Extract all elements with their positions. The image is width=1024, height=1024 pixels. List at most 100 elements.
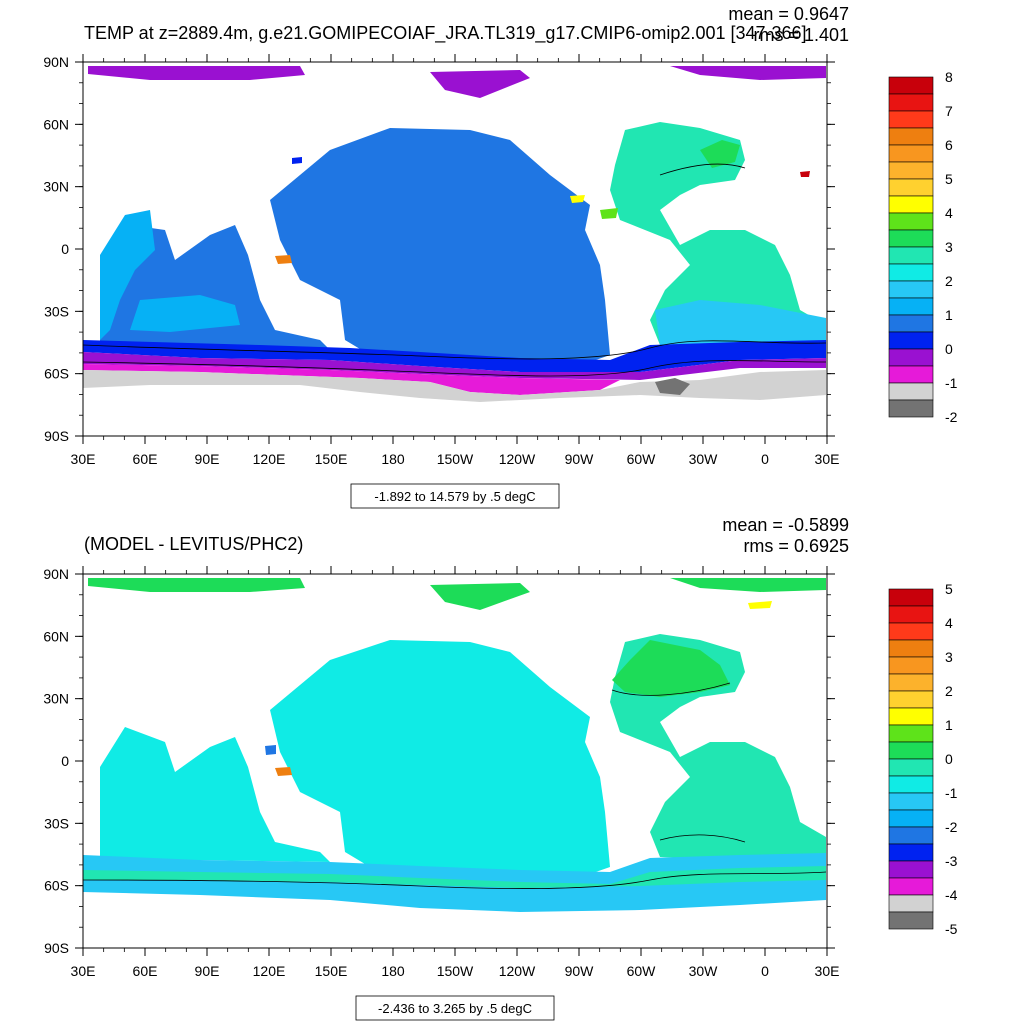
mediterranean bbox=[570, 195, 585, 203]
antarctic-shelf bbox=[83, 370, 826, 402]
lon-label: 150E bbox=[315, 451, 348, 467]
colorbar-swatch bbox=[888, 639, 934, 658]
lon-label: 150E bbox=[315, 963, 348, 979]
lon-label: 30E bbox=[71, 451, 96, 467]
colorbar-swatch bbox=[888, 399, 934, 418]
lon-label: 0 bbox=[761, 963, 769, 979]
lon-label: 60E bbox=[133, 451, 158, 467]
southern-ocean-purple bbox=[83, 352, 826, 380]
lat-label: 0 bbox=[61, 753, 69, 769]
colorbar-swatch bbox=[888, 622, 934, 641]
colorbar-label: -2 bbox=[945, 409, 958, 425]
panel-model-temperature: TEMP at z=2889.4m, g.e21.GOMIPECOIAF_JRA… bbox=[43, 4, 958, 509]
indonesia-spot bbox=[265, 745, 276, 755]
colorbar-swatch bbox=[888, 775, 934, 794]
colorbar-label: 1 bbox=[945, 717, 953, 733]
colorbar-swatch bbox=[888, 877, 934, 896]
lon-label: 90W bbox=[565, 963, 595, 979]
colorbar-label: 7 bbox=[945, 103, 953, 119]
colorbar-swatch bbox=[888, 911, 934, 930]
colorbar-swatch bbox=[888, 826, 934, 845]
panel-model-minus-obs: (MODEL - LEVITUS/PHC2) mean = -0.5899 rm… bbox=[43, 515, 958, 1021]
lat-label: 30S bbox=[44, 815, 69, 831]
colorbar-swatch bbox=[888, 246, 934, 265]
lon-label: 180 bbox=[381, 451, 405, 467]
red-sea-spot bbox=[800, 171, 810, 177]
atlantic-south-band bbox=[655, 300, 826, 345]
lat-label: 30S bbox=[44, 303, 69, 319]
atlantic-ocean bbox=[610, 122, 826, 348]
banda-sea-spot bbox=[275, 767, 292, 776]
contour-line bbox=[83, 871, 827, 889]
rms-label: rms = 0.6925 bbox=[743, 536, 849, 556]
panel-title: (MODEL - LEVITUS/PHC2) bbox=[84, 534, 303, 554]
lon-label: 90W bbox=[565, 451, 595, 467]
colorbar-label: 0 bbox=[945, 341, 953, 357]
colorbar-label: 5 bbox=[945, 171, 953, 187]
colorbar-label: -3 bbox=[945, 853, 958, 869]
colorbar-swatch bbox=[888, 331, 934, 350]
lat-label: 90N bbox=[43, 54, 69, 70]
lon-label: 120E bbox=[253, 451, 286, 467]
pacific-ocean bbox=[270, 128, 610, 362]
colorbar-swatch bbox=[888, 212, 934, 231]
colorbar-swatch bbox=[888, 741, 934, 760]
lon-label: 180 bbox=[381, 963, 405, 979]
weddell-dark bbox=[655, 378, 690, 395]
colorbar: 5 4 3 2 1 0 -1 -2 -3 -4 -5 bbox=[888, 581, 958, 937]
southern-ocean-magenta bbox=[83, 364, 620, 395]
colorbar-label: 2 bbox=[945, 273, 953, 289]
contour-line bbox=[83, 340, 827, 360]
colorbar-label: -1 bbox=[945, 375, 958, 391]
colorbar-label: 3 bbox=[945, 239, 953, 255]
lon-label: 120E bbox=[253, 963, 286, 979]
lat-label: 30N bbox=[43, 691, 69, 707]
info-box bbox=[350, 483, 560, 509]
contour-line bbox=[611, 682, 731, 696]
lat-label: 90S bbox=[44, 428, 69, 444]
arctic-ocean-east bbox=[430, 583, 530, 610]
colorbar-swatch bbox=[888, 161, 934, 180]
colorbar-swatch bbox=[888, 348, 934, 367]
lon-label: 30W bbox=[689, 451, 719, 467]
lon-label: 120W bbox=[499, 963, 536, 979]
colorbar-swatch bbox=[888, 110, 934, 129]
arctic-ocean-east bbox=[430, 70, 530, 98]
colorbar-swatch bbox=[888, 195, 934, 214]
lon-label: 30E bbox=[71, 963, 96, 979]
colorbar-label: 4 bbox=[945, 205, 953, 221]
mediterranean bbox=[748, 601, 772, 609]
map-field bbox=[83, 578, 827, 912]
lon-label: 30E bbox=[815, 451, 840, 467]
arctic-ocean bbox=[88, 66, 305, 80]
colorbar-swatch bbox=[888, 707, 934, 726]
colorbar-swatch bbox=[888, 229, 934, 248]
lat-label: 0 bbox=[61, 241, 69, 257]
colorbar-label: 5 bbox=[945, 581, 953, 597]
banda-sea-spot bbox=[275, 255, 292, 264]
colorbar-swatch bbox=[888, 758, 934, 777]
lat-label: 60N bbox=[43, 116, 69, 132]
indian-ocean-west bbox=[100, 210, 155, 340]
panel-title: TEMP at z=2889.4m, g.e21.GOMIPECOIAF_JRA… bbox=[84, 23, 807, 44]
lon-label: 150W bbox=[437, 963, 474, 979]
colorbar-label: 6 bbox=[945, 137, 953, 153]
lat-label: 30N bbox=[43, 179, 69, 195]
gulf-spot bbox=[600, 208, 618, 219]
mean-label: mean = 0.9647 bbox=[728, 4, 849, 24]
lon-label: 60W bbox=[627, 451, 657, 467]
colorbar-label: -2 bbox=[945, 819, 958, 835]
southern-ocean-blue bbox=[83, 340, 826, 372]
lon-label: 0 bbox=[761, 451, 769, 467]
lon-label: 90E bbox=[195, 451, 220, 467]
indian-ocean bbox=[100, 727, 330, 862]
colorbar: 8 7 6 5 4 3 2 1 0 -1 -2 bbox=[888, 69, 958, 425]
nordic-seas bbox=[700, 140, 740, 168]
lat-label: 90N bbox=[43, 566, 69, 582]
lon-label: 60W bbox=[627, 963, 657, 979]
colorbar-label: 2 bbox=[945, 683, 953, 699]
nordic-seas bbox=[612, 640, 730, 697]
colorbar-swatch bbox=[888, 605, 934, 624]
